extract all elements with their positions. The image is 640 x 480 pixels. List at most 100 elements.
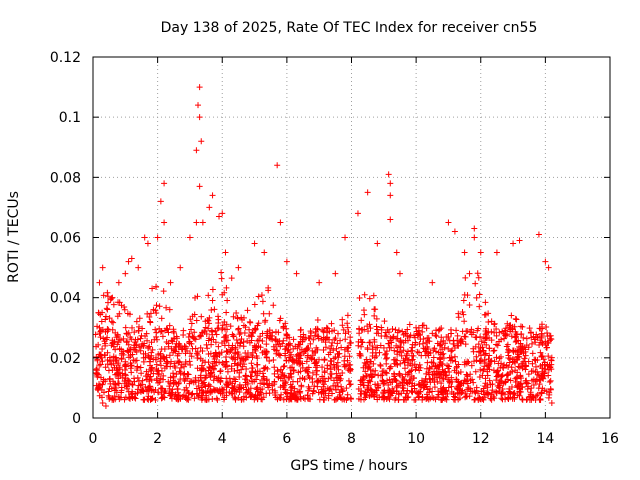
roti-point bbox=[391, 347, 398, 354]
roti-peak-point bbox=[99, 264, 106, 271]
roti-point bbox=[160, 393, 167, 400]
roti-point bbox=[160, 288, 167, 295]
roti-point bbox=[392, 377, 399, 384]
roti-point bbox=[372, 381, 379, 388]
roti-point bbox=[126, 395, 133, 402]
roti-peak-point bbox=[277, 219, 284, 226]
roti-point bbox=[496, 379, 503, 386]
roti-point bbox=[312, 364, 319, 371]
roti-point bbox=[527, 389, 534, 396]
roti-point bbox=[215, 343, 222, 350]
y-tick-label: 0 bbox=[72, 411, 81, 427]
roti-point bbox=[206, 314, 213, 321]
roti-point bbox=[186, 339, 193, 346]
roti-point bbox=[230, 385, 237, 392]
roti-point bbox=[256, 392, 263, 399]
roti-point bbox=[442, 387, 449, 394]
roti-point bbox=[131, 329, 138, 336]
roti-point bbox=[346, 353, 353, 360]
roti-point bbox=[199, 329, 206, 336]
roti-point bbox=[402, 371, 409, 378]
roti-point bbox=[132, 347, 139, 354]
roti-point bbox=[506, 359, 513, 366]
roti-peak-point bbox=[115, 279, 122, 286]
roti-peak-point bbox=[387, 216, 394, 223]
roti-point bbox=[153, 366, 160, 373]
roti-point bbox=[532, 378, 539, 385]
roti-point bbox=[485, 319, 492, 326]
roti-point bbox=[489, 381, 496, 388]
roti-point bbox=[211, 306, 218, 313]
roti-point bbox=[305, 335, 312, 342]
roti-point bbox=[404, 326, 411, 333]
roti-point bbox=[485, 356, 492, 363]
roti-point bbox=[460, 311, 467, 318]
roti-point bbox=[397, 360, 404, 367]
roti-point bbox=[254, 361, 261, 368]
roti-peak-point bbox=[144, 240, 151, 247]
roti-point bbox=[209, 286, 216, 293]
roti-point bbox=[432, 332, 439, 339]
roti-point bbox=[477, 366, 484, 373]
roti-point bbox=[185, 394, 192, 401]
roti-point bbox=[364, 372, 371, 379]
roti-point bbox=[299, 364, 306, 371]
roti-point bbox=[484, 389, 491, 396]
roti-point bbox=[277, 366, 284, 373]
roti-point bbox=[316, 396, 323, 403]
roti-point bbox=[145, 345, 152, 352]
roti-point bbox=[216, 352, 223, 359]
roti-point bbox=[166, 306, 173, 313]
roti-point bbox=[178, 361, 185, 368]
roti-point bbox=[514, 392, 521, 399]
roti-point bbox=[96, 351, 103, 358]
roti-point bbox=[430, 354, 437, 361]
roti-point bbox=[109, 340, 116, 347]
roti-point bbox=[155, 389, 162, 396]
roti-point bbox=[103, 305, 110, 312]
roti-point bbox=[408, 347, 415, 354]
roti-point bbox=[522, 366, 529, 373]
roti-point bbox=[363, 356, 370, 363]
roti-point bbox=[157, 362, 164, 369]
roti-point bbox=[505, 355, 512, 362]
roti-point bbox=[238, 366, 245, 373]
roti-point bbox=[372, 367, 379, 374]
roti-point bbox=[404, 387, 411, 394]
roti-peak-point bbox=[161, 180, 168, 187]
roti-point bbox=[335, 366, 342, 373]
roti-point bbox=[243, 365, 250, 372]
roti-point bbox=[412, 396, 419, 403]
roti-point bbox=[515, 381, 522, 388]
roti-point bbox=[511, 396, 518, 403]
roti-point bbox=[217, 390, 224, 397]
roti-point bbox=[532, 339, 539, 346]
roti-point bbox=[426, 338, 433, 345]
roti-point bbox=[534, 368, 541, 375]
roti-point bbox=[106, 385, 113, 392]
roti-point bbox=[520, 358, 527, 365]
roti-point bbox=[297, 333, 304, 340]
roti-point bbox=[235, 326, 242, 333]
roti-point bbox=[137, 364, 144, 371]
roti-point bbox=[509, 358, 516, 365]
roti-point bbox=[503, 331, 510, 338]
roti-point bbox=[287, 370, 294, 377]
roti-point bbox=[166, 352, 173, 359]
y-tick-label: 0.02 bbox=[50, 351, 81, 367]
roti-point bbox=[322, 339, 329, 346]
roti-point bbox=[366, 321, 373, 328]
roti-point bbox=[98, 318, 105, 325]
roti-point bbox=[462, 341, 469, 348]
roti-point bbox=[301, 375, 308, 382]
roti-point bbox=[309, 390, 316, 397]
roti-peak-point bbox=[186, 234, 193, 241]
roti-point bbox=[232, 345, 239, 352]
roti-point bbox=[189, 345, 196, 352]
roti-point bbox=[432, 362, 439, 369]
roti-peak-point bbox=[219, 210, 226, 217]
roti-point bbox=[106, 358, 113, 365]
roti-point bbox=[144, 337, 151, 344]
roti-point bbox=[188, 378, 195, 385]
roti-point bbox=[499, 372, 506, 379]
